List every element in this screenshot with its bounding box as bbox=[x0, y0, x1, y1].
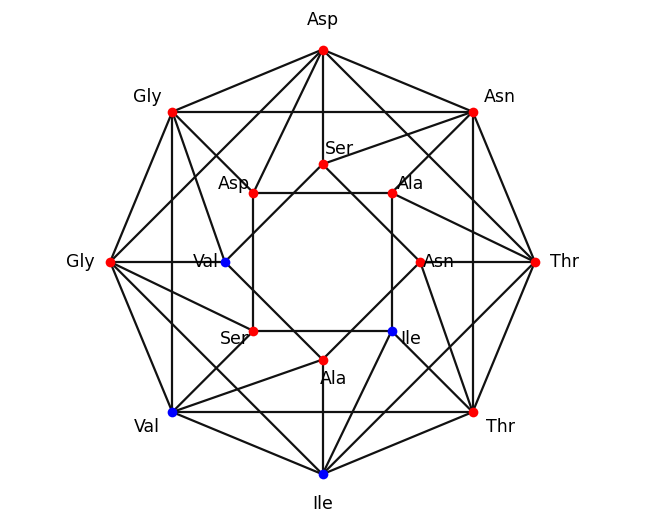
Text: Asn: Asn bbox=[423, 253, 455, 271]
Text: Gly: Gly bbox=[132, 88, 161, 106]
Text: Gly: Gly bbox=[66, 253, 95, 271]
Text: Ser: Ser bbox=[325, 140, 354, 158]
Text: Asp: Asp bbox=[306, 11, 339, 29]
Text: Ile: Ile bbox=[312, 495, 333, 513]
Text: Ile: Ile bbox=[401, 331, 421, 348]
Text: Thr: Thr bbox=[486, 418, 515, 436]
Text: Val: Val bbox=[134, 418, 160, 436]
Text: Asp: Asp bbox=[218, 175, 250, 193]
Text: Ala: Ala bbox=[319, 370, 347, 388]
Text: Ser: Ser bbox=[220, 331, 249, 348]
Text: Val: Val bbox=[193, 253, 219, 271]
Text: Ala: Ala bbox=[397, 175, 424, 193]
Text: Asn: Asn bbox=[484, 88, 516, 106]
Text: Thr: Thr bbox=[550, 253, 579, 271]
